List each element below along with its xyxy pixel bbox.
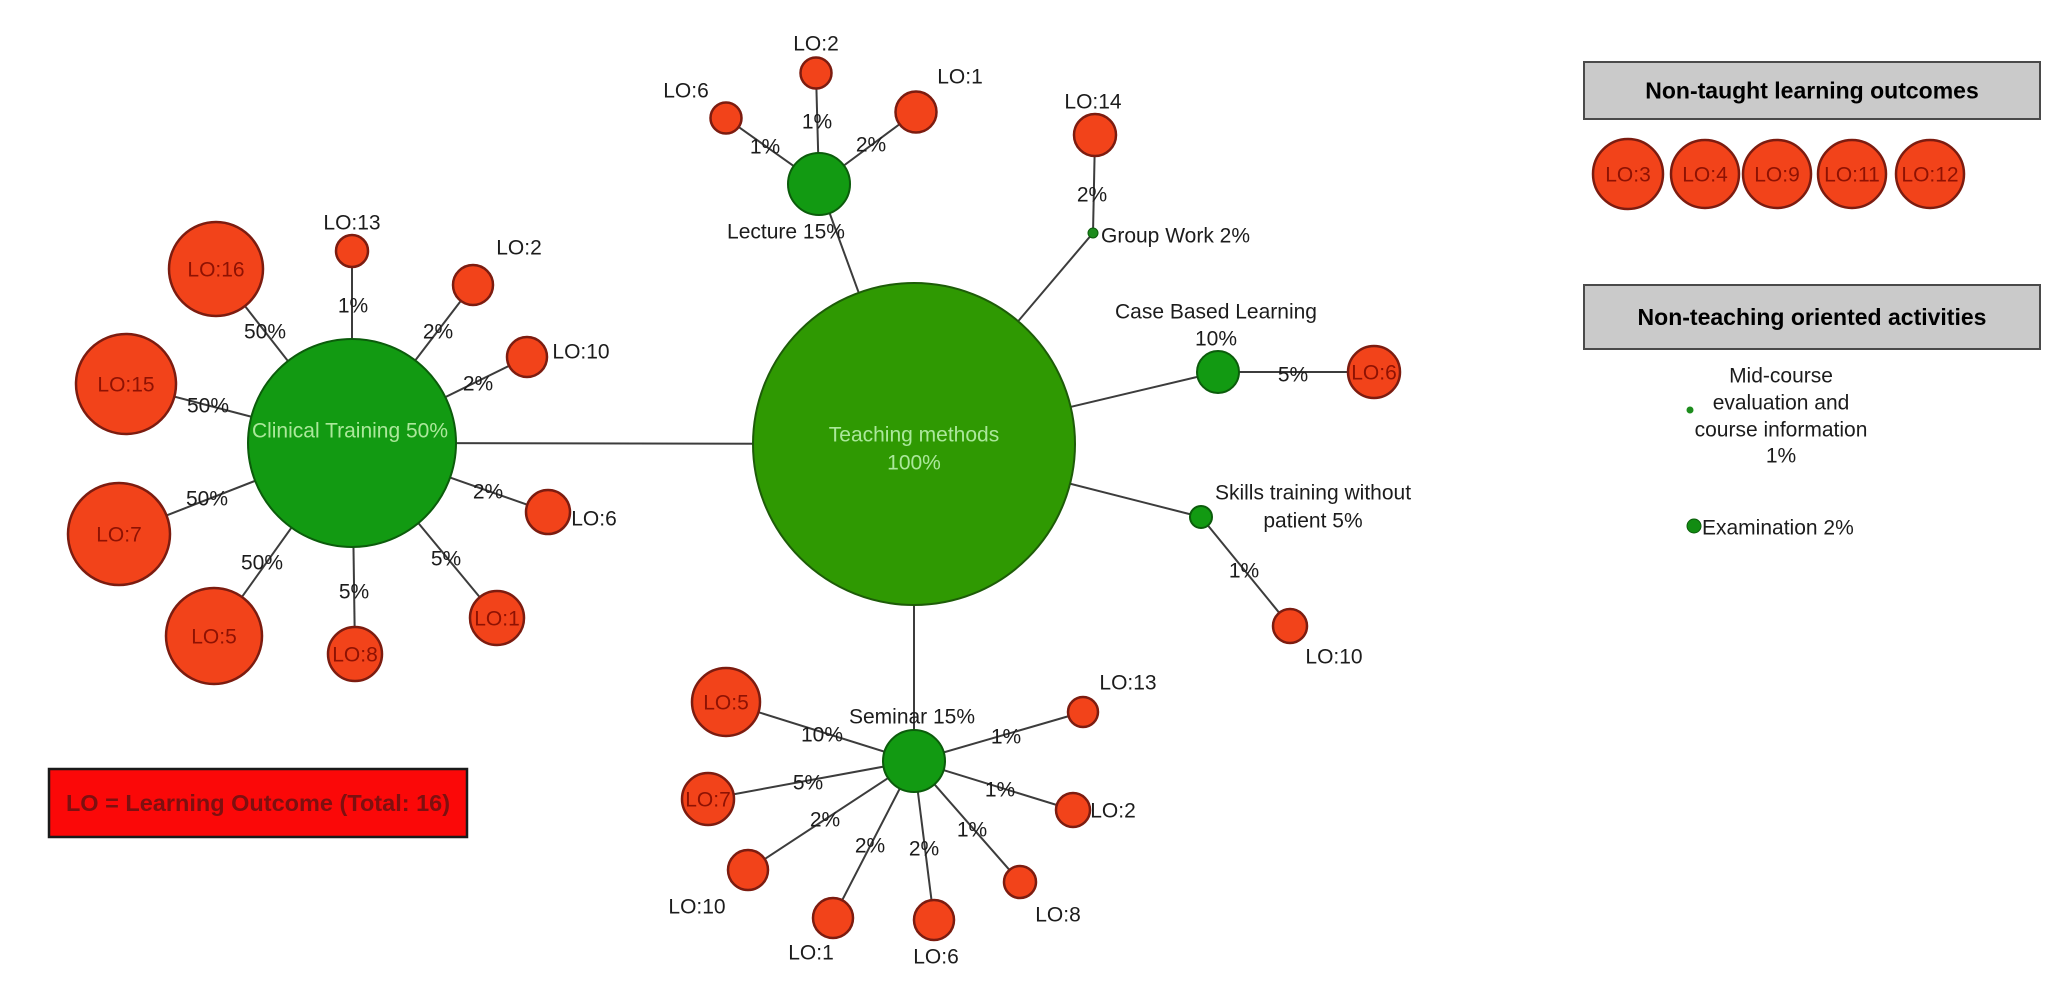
svg-text:Group Work 2%: Group Work 2%: [1101, 225, 1250, 248]
svg-text:LO:6: LO:6: [1351, 362, 1397, 385]
svg-text:Teaching methods: Teaching methods: [829, 424, 999, 447]
svg-text:10%: 10%: [801, 724, 843, 747]
svg-text:2%: 2%: [473, 481, 503, 504]
svg-text:LO:15: LO:15: [97, 374, 154, 397]
svg-text:LO = Learning Outcome (Total:: LO = Learning Outcome (Total: 16): [66, 790, 450, 816]
svg-text:LO:8: LO:8: [332, 644, 378, 667]
svg-text:5%: 5%: [339, 581, 369, 604]
svg-text:course information: course information: [1695, 419, 1868, 442]
svg-text:LO:2: LO:2: [496, 237, 542, 260]
svg-text:10%: 10%: [1195, 328, 1237, 351]
svg-text:LO:13: LO:13: [1099, 672, 1156, 695]
svg-text:LO:10: LO:10: [552, 341, 609, 364]
svg-text:50%: 50%: [187, 395, 229, 418]
svg-text:LO:6: LO:6: [913, 946, 959, 969]
svg-text:LO:11: LO:11: [1824, 164, 1880, 187]
svg-text:LO:6: LO:6: [663, 80, 709, 103]
svg-text:Mid-course: Mid-course: [1729, 365, 1833, 388]
svg-text:LO:13: LO:13: [323, 212, 380, 235]
svg-text:LO:1: LO:1: [788, 942, 834, 965]
svg-text:100%: 100%: [887, 452, 941, 475]
svg-text:2%: 2%: [463, 373, 493, 396]
svg-text:LO:8: LO:8: [1035, 904, 1081, 927]
svg-text:Skills training without: Skills training without: [1215, 482, 1411, 505]
svg-text:LO:2: LO:2: [793, 33, 839, 56]
svg-text:LO:16: LO:16: [187, 259, 244, 282]
svg-text:5%: 5%: [431, 548, 461, 571]
svg-text:Non-taught learning outcomes: Non-taught learning outcomes: [1645, 78, 1979, 104]
svg-text:Lecture 15%: Lecture 15%: [727, 221, 845, 244]
svg-text:LO:7: LO:7: [96, 524, 142, 547]
svg-text:LO:9: LO:9: [1754, 164, 1800, 187]
svg-text:1%: 1%: [802, 111, 832, 134]
svg-text:LO:12: LO:12: [1901, 164, 1958, 187]
svg-text:2%: 2%: [810, 809, 840, 832]
svg-text:Non-teaching oriented activiti: Non-teaching oriented activities: [1638, 304, 1987, 330]
svg-text:5%: 5%: [1278, 364, 1308, 387]
svg-text:50%: 50%: [244, 321, 286, 344]
svg-text:2%: 2%: [423, 321, 453, 344]
svg-text:50%: 50%: [241, 552, 283, 575]
svg-text:LO:7: LO:7: [685, 789, 731, 812]
svg-text:1%: 1%: [1229, 560, 1259, 583]
svg-text:LO:1: LO:1: [474, 608, 520, 631]
svg-text:LO:5: LO:5: [703, 692, 749, 715]
svg-text:1%: 1%: [991, 726, 1021, 749]
svg-text:LO:5: LO:5: [191, 626, 237, 649]
svg-text:LO:14: LO:14: [1064, 91, 1122, 114]
svg-text:2%: 2%: [909, 838, 939, 861]
svg-text:LO:2: LO:2: [1090, 800, 1136, 823]
svg-text:LO:10: LO:10: [1305, 646, 1362, 669]
svg-text:1%: 1%: [1766, 445, 1796, 468]
svg-text:50%: 50%: [186, 488, 228, 511]
svg-text:1%: 1%: [957, 819, 987, 842]
svg-text:Seminar 15%: Seminar 15%: [849, 706, 975, 729]
svg-text:Clinical Training 50%: Clinical Training 50%: [252, 420, 448, 443]
svg-text:5%: 5%: [793, 772, 823, 795]
svg-text:2%: 2%: [1077, 184, 1107, 207]
svg-text:patient 5%: patient 5%: [1263, 510, 1362, 533]
svg-text:LO:10: LO:10: [668, 896, 725, 919]
svg-text:2%: 2%: [855, 835, 885, 858]
svg-text:Examination 2%: Examination 2%: [1702, 517, 1854, 540]
svg-text:2%: 2%: [856, 134, 886, 157]
svg-text:1%: 1%: [338, 295, 368, 318]
svg-text:LO:1: LO:1: [937, 66, 983, 89]
svg-text:LO:4: LO:4: [1682, 164, 1728, 187]
svg-text:1%: 1%: [750, 136, 780, 159]
svg-text:LO:3: LO:3: [1605, 164, 1651, 187]
svg-text:Case Based Learning: Case Based Learning: [1115, 301, 1317, 324]
svg-text:LO:6: LO:6: [571, 508, 617, 531]
svg-text:1%: 1%: [985, 779, 1015, 802]
svg-text:evaluation and: evaluation and: [1713, 392, 1850, 415]
